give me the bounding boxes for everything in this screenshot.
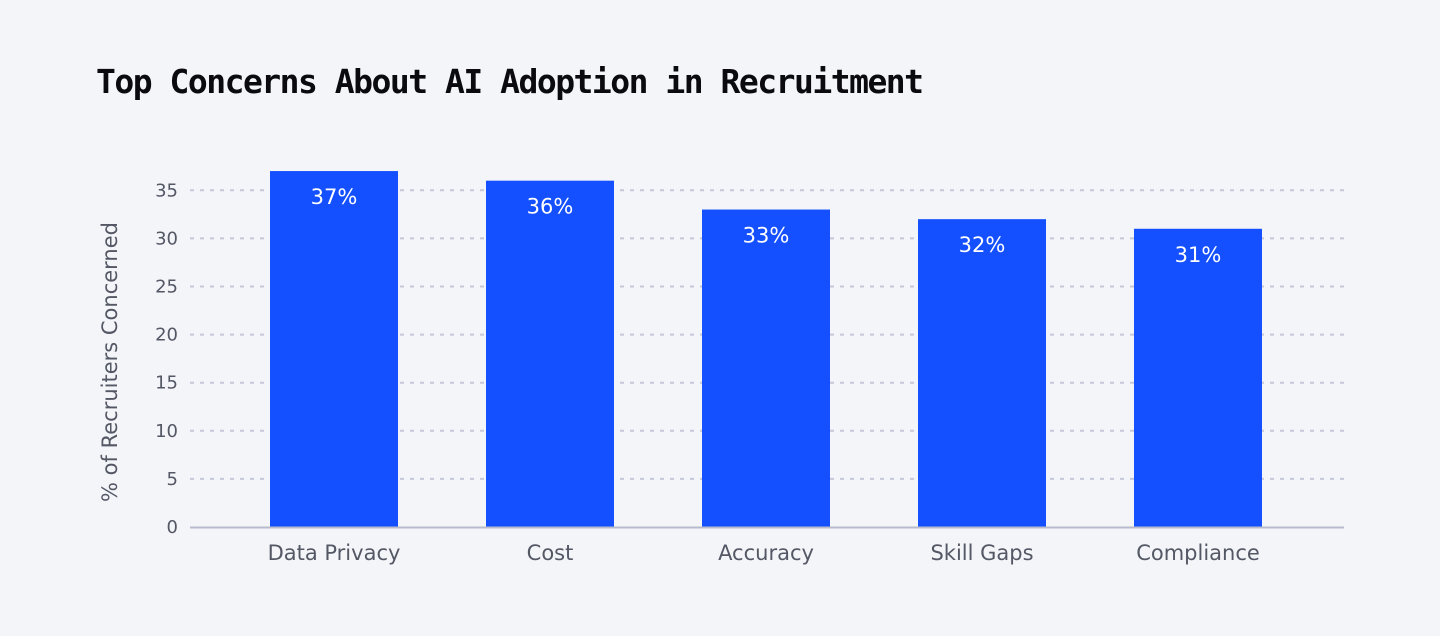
bar-value-label: 37% xyxy=(311,185,358,209)
y-tick-label: 5 xyxy=(167,469,178,490)
bar-value-label: 33% xyxy=(743,224,790,248)
y-axis-ticks: 0 5 10 15 20 25 30 35 xyxy=(155,180,178,538)
y-tick-label: 0 xyxy=(167,517,178,538)
y-tick-label: 25 xyxy=(155,277,178,298)
x-category-label: Compliance xyxy=(1136,541,1260,565)
y-tick-label: 20 xyxy=(155,325,178,346)
bar xyxy=(702,209,830,528)
x-category-label: Data Privacy xyxy=(268,541,401,565)
x-category-label: Cost xyxy=(527,541,574,565)
y-axis-title: % of Recruiters Concerned xyxy=(98,222,122,502)
bars: 37% 36% 33% 32% 31% xyxy=(270,171,1262,528)
bar xyxy=(486,180,614,527)
x-axis-labels: Data Privacy Cost Accuracy Skill Gaps Compli… xyxy=(268,541,1260,565)
y-tick-label: 30 xyxy=(155,228,178,249)
y-tick-label: 15 xyxy=(155,373,178,394)
x-category-label: Skill Gaps xyxy=(930,541,1033,565)
bar-value-label: 36% xyxy=(527,195,574,219)
bar-value-label: 31% xyxy=(1175,243,1222,267)
chart-title: Top Concerns About AI Adoption in Recrui… xyxy=(96,62,924,101)
bar xyxy=(270,171,398,527)
bar-value-label: 32% xyxy=(959,233,1006,257)
bar xyxy=(918,219,1046,527)
bar xyxy=(1134,228,1262,527)
y-tick-label: 35 xyxy=(155,180,178,201)
x-category-label: Accuracy xyxy=(718,541,814,565)
y-tick-label: 10 xyxy=(155,421,178,442)
